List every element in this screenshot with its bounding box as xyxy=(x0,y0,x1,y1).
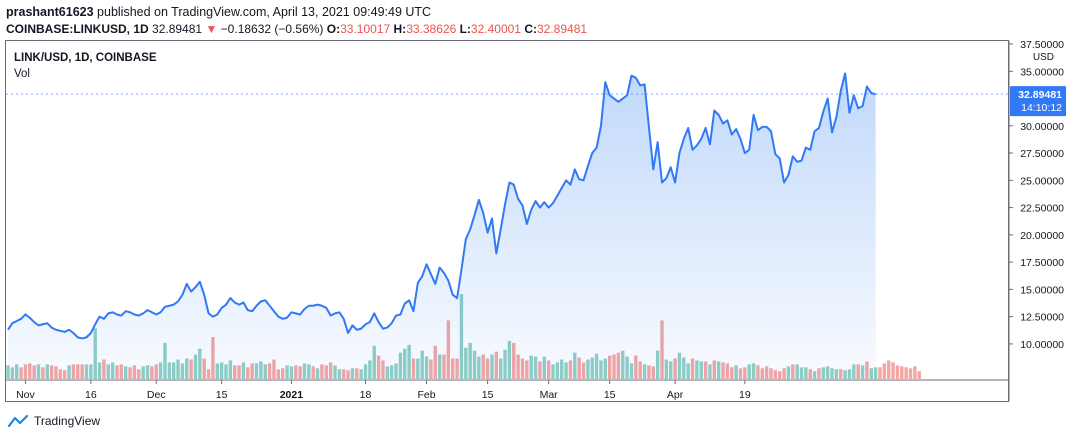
price-tick-label: 35.00000 xyxy=(1020,66,1064,78)
high-value: 33.38626 xyxy=(406,22,457,36)
tradingview-logo-icon xyxy=(8,415,28,427)
volume-bar xyxy=(908,368,913,380)
time-axis[interactable]: Nov 16 Dec 15 2021 18 Feb 15 Mar 15 Apr 19 xyxy=(16,380,751,401)
volume-bar xyxy=(895,365,900,380)
brand-name: TradingView xyxy=(34,414,101,428)
bar-countdown-label: 14:10:12 xyxy=(1021,102,1062,114)
time-tick-label: 16 xyxy=(85,389,97,401)
volume-bar xyxy=(900,366,904,380)
low-value: 32.40001 xyxy=(470,22,521,36)
volume-bar xyxy=(917,371,921,380)
time-tick-label: Feb xyxy=(418,389,436,401)
price-tick-label: 10.00000 xyxy=(1020,339,1064,351)
close-value: 32.89481 xyxy=(537,22,588,36)
volume-bar xyxy=(887,360,891,380)
publish-info: prashant61623 published on TradingView.c… xyxy=(6,4,1066,21)
time-tick-label: 18 xyxy=(360,389,372,401)
price-tick-label: 15.00000 xyxy=(1020,284,1064,296)
time-tick-label: Apr xyxy=(667,389,684,401)
chart-header: prashant61623 published on TradingView.c… xyxy=(6,4,1066,38)
price-tick-label: 20.00000 xyxy=(1020,230,1064,242)
ohlc-line: COINBASE:LINKUSD, 1D 32.89481 ▼ −0.18632… xyxy=(6,21,1066,38)
time-tick-label: 15 xyxy=(604,389,616,401)
last-price-tag-label: 32.89481 xyxy=(1018,89,1062,101)
time-tick-label: Nov xyxy=(16,389,35,401)
volume-bar xyxy=(891,362,895,380)
high-label: H: xyxy=(393,22,407,36)
volume-bar xyxy=(878,367,882,380)
price-change: −0.18632 (−0.56%) xyxy=(220,22,324,36)
publish-text: published on TradingView.com, April 13, … xyxy=(97,5,432,19)
currency-label: USD xyxy=(1033,52,1054,63)
price-tick-label: 30.00000 xyxy=(1020,121,1064,133)
time-tick-label: Mar xyxy=(540,389,559,401)
last-price-tag-bg xyxy=(1010,86,1066,117)
time-tick-label: 15 xyxy=(482,389,494,401)
last-price: 32.89481 xyxy=(152,22,203,36)
price-tick-label: 22.50000 xyxy=(1020,203,1064,215)
volume-bar xyxy=(904,367,908,380)
volume-bar xyxy=(913,366,917,380)
price-tick-label: 12.50000 xyxy=(1020,312,1064,324)
time-tick-label: Dec xyxy=(147,389,166,401)
time-tick-label: 2021 xyxy=(280,389,304,401)
open-label: O: xyxy=(326,22,341,36)
publisher-name[interactable]: prashant61623 xyxy=(6,5,94,19)
open-value: 33.10017 xyxy=(340,22,391,36)
time-tick-label: 19 xyxy=(739,389,751,401)
down-arrow-icon: ▼ xyxy=(205,22,218,36)
footer-brand: TradingView xyxy=(8,414,100,428)
volume-label: Vol xyxy=(14,68,30,80)
series-title: LINK/USD, 1D, COINBASE xyxy=(14,52,157,64)
price-tick-label: 27.50000 xyxy=(1020,148,1064,160)
volume-bar xyxy=(882,363,887,380)
price-axis[interactable]: 37.50000 35.00000 30.00000 27.50000 25.00000… xyxy=(1009,39,1064,351)
price-line xyxy=(7,72,876,340)
price-tick-label: 37.50000 xyxy=(1020,39,1064,51)
price-tick-label: 17.50000 xyxy=(1020,257,1064,269)
close-label: C: xyxy=(524,22,537,36)
symbol-interval: COINBASE:LINKUSD, 1D xyxy=(6,22,149,36)
chart-legend: LINK/USD, 1D, COINBASE Vol xyxy=(14,50,157,82)
price-tick-label: 25.00000 xyxy=(1020,175,1064,187)
low-label: L: xyxy=(459,22,471,36)
price-area-fill xyxy=(8,73,876,380)
time-tick-label: 15 xyxy=(216,389,228,401)
